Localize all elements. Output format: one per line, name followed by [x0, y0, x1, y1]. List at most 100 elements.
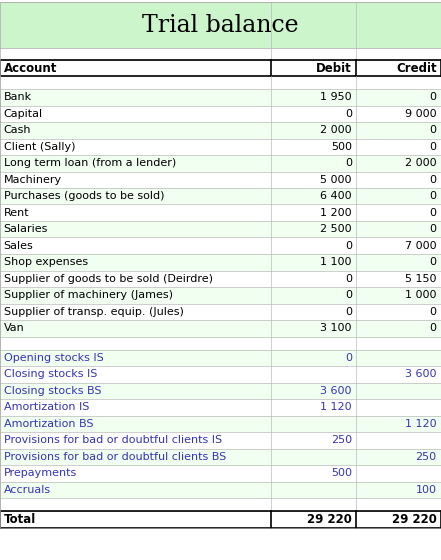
Text: 500: 500 — [331, 468, 352, 478]
Bar — [0, 89, 441, 105]
Text: Sales: Sales — [4, 241, 33, 251]
Text: 29 220: 29 220 — [392, 513, 437, 526]
Text: Client (Sally): Client (Sally) — [4, 142, 75, 152]
Text: 0: 0 — [430, 175, 437, 185]
Text: Van: Van — [4, 323, 24, 333]
Text: 0: 0 — [430, 307, 437, 317]
Text: 1 120: 1 120 — [405, 419, 437, 429]
Text: Total: Total — [4, 513, 36, 526]
Text: 3 600: 3 600 — [405, 369, 437, 379]
Bar — [0, 254, 441, 270]
Text: 1 100: 1 100 — [321, 257, 352, 267]
Text: 0: 0 — [430, 142, 437, 152]
Text: 250: 250 — [415, 452, 437, 462]
Text: 3 100: 3 100 — [321, 323, 352, 333]
Text: Supplier of goods to be sold (Deirdre): Supplier of goods to be sold (Deirdre) — [4, 274, 213, 284]
Bar — [0, 48, 441, 60]
Text: Provisions for bad or doubtful clients IS: Provisions for bad or doubtful clients I… — [4, 435, 222, 445]
Text: 0: 0 — [430, 257, 437, 267]
Bar — [0, 498, 441, 511]
Text: 0: 0 — [430, 192, 437, 201]
Bar — [0, 105, 441, 122]
Text: Trial balance: Trial balance — [142, 13, 299, 36]
Text: Provisions for bad or doubtful clients BS: Provisions for bad or doubtful clients B… — [4, 452, 226, 462]
Text: 0: 0 — [345, 241, 352, 251]
Bar — [0, 465, 441, 482]
Text: 0: 0 — [345, 307, 352, 317]
Text: 2 000: 2 000 — [405, 158, 437, 168]
Bar — [0, 416, 441, 432]
Text: 0: 0 — [430, 224, 437, 234]
Text: 29 220: 29 220 — [307, 513, 352, 526]
Text: 9 000: 9 000 — [405, 109, 437, 119]
Text: 100: 100 — [415, 485, 437, 494]
Text: 0: 0 — [345, 274, 352, 284]
Text: 1 200: 1 200 — [320, 208, 352, 218]
Bar — [0, 432, 441, 449]
Bar — [0, 366, 441, 382]
Text: Capital: Capital — [4, 109, 43, 119]
Text: 0: 0 — [345, 353, 352, 363]
Text: Debit: Debit — [316, 62, 352, 74]
Text: Accruals: Accruals — [4, 485, 51, 494]
Text: 5 000: 5 000 — [321, 175, 352, 185]
Text: 1 000: 1 000 — [405, 290, 437, 300]
Bar — [0, 349, 441, 366]
Bar — [0, 171, 441, 188]
Bar — [0, 304, 441, 320]
Text: Salaries: Salaries — [4, 224, 48, 234]
Text: 0: 0 — [345, 109, 352, 119]
Text: 250: 250 — [331, 435, 352, 445]
Bar — [0, 188, 441, 204]
Text: 0: 0 — [430, 92, 437, 102]
Text: Supplier of machinery (James): Supplier of machinery (James) — [4, 290, 172, 300]
Bar — [0, 382, 441, 399]
Text: Amortization BS: Amortization BS — [4, 419, 93, 429]
Text: Closing stocks BS: Closing stocks BS — [4, 386, 101, 396]
Bar — [0, 138, 441, 155]
Bar — [0, 60, 441, 76]
Text: 0: 0 — [345, 290, 352, 300]
Bar — [0, 204, 441, 221]
Text: 0: 0 — [430, 323, 437, 333]
Text: Opening stocks IS: Opening stocks IS — [4, 353, 103, 363]
Text: 0: 0 — [430, 125, 437, 136]
Text: Account: Account — [4, 62, 57, 74]
Text: 500: 500 — [331, 142, 352, 152]
Bar — [0, 237, 441, 254]
Bar — [0, 449, 441, 465]
Text: 1 120: 1 120 — [320, 402, 352, 412]
Bar — [0, 76, 441, 89]
Bar — [0, 320, 441, 337]
Text: Amortization IS: Amortization IS — [4, 402, 89, 412]
Text: 5 150: 5 150 — [405, 274, 437, 284]
Text: 0: 0 — [345, 158, 352, 168]
Text: Closing stocks IS: Closing stocks IS — [4, 369, 97, 379]
Bar — [0, 2, 441, 48]
Text: 2 500: 2 500 — [320, 224, 352, 234]
Text: Prepayments: Prepayments — [4, 468, 77, 478]
Text: Purchases (goods to be sold): Purchases (goods to be sold) — [4, 192, 164, 201]
Text: 3 600: 3 600 — [321, 386, 352, 396]
Bar — [0, 221, 441, 237]
Text: Long term loan (from a lender): Long term loan (from a lender) — [4, 158, 176, 168]
Text: 0: 0 — [430, 208, 437, 218]
Text: 1 950: 1 950 — [320, 92, 352, 102]
Text: 6 400: 6 400 — [320, 192, 352, 201]
Text: 7 000: 7 000 — [405, 241, 437, 251]
Bar — [0, 511, 441, 528]
Text: Shop expenses: Shop expenses — [4, 257, 88, 267]
Text: Credit: Credit — [396, 62, 437, 74]
Bar — [0, 337, 441, 349]
Text: Machinery: Machinery — [4, 175, 62, 185]
Bar — [0, 399, 441, 416]
Text: Bank: Bank — [4, 92, 32, 102]
Text: Cash: Cash — [4, 125, 31, 136]
Bar — [0, 155, 441, 171]
Bar — [0, 270, 441, 287]
Bar — [0, 287, 441, 304]
Text: 2 000: 2 000 — [320, 125, 352, 136]
Text: Supplier of transp. equip. (Jules): Supplier of transp. equip. (Jules) — [4, 307, 183, 317]
Bar — [0, 482, 441, 498]
Text: Rent: Rent — [4, 208, 29, 218]
